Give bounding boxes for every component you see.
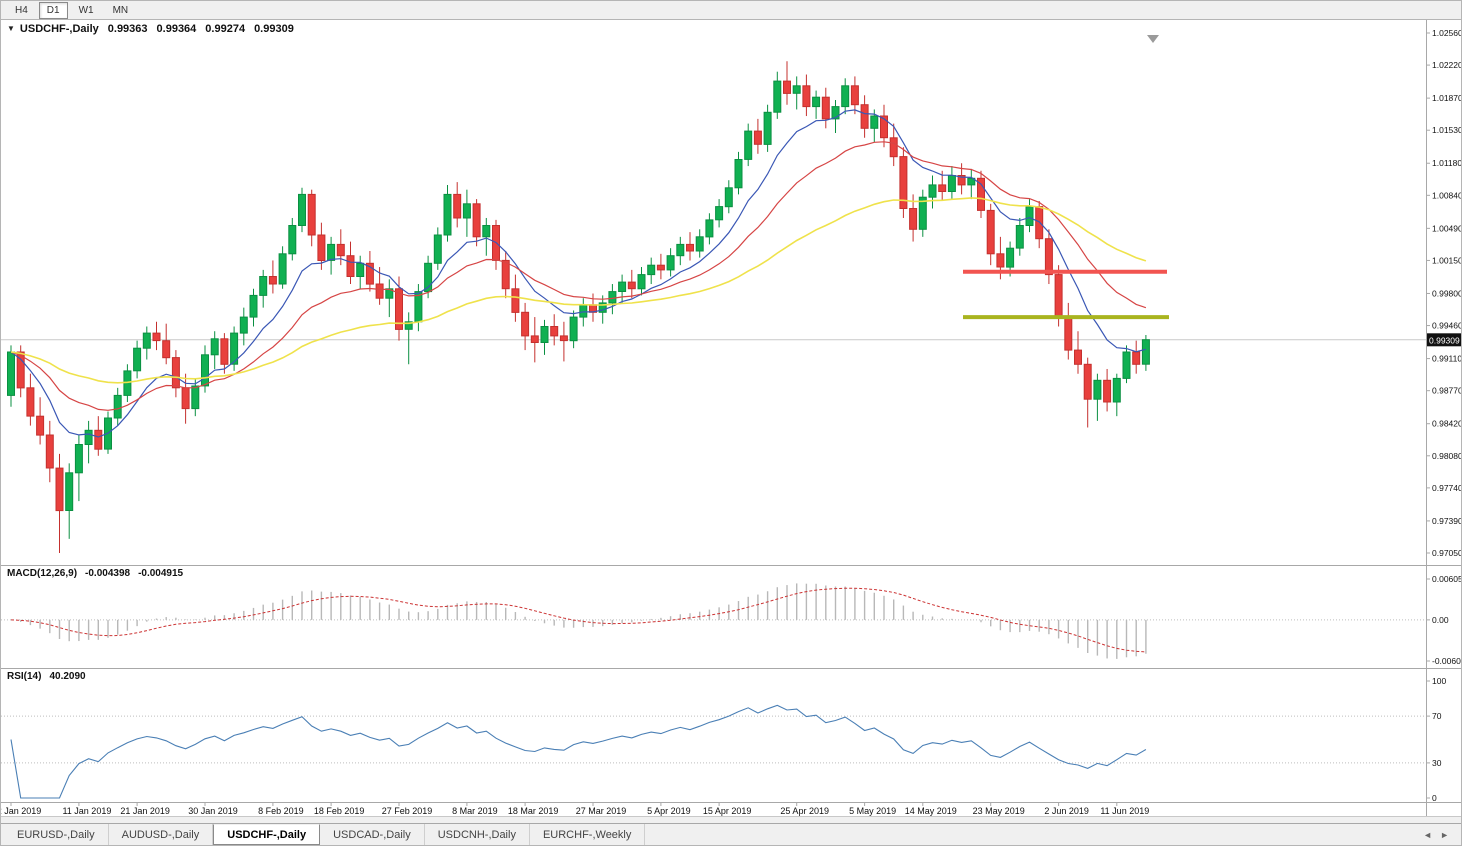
svg-text:8 Mar 2019: 8 Mar 2019 <box>452 806 498 816</box>
price-axis[interactable]: 1.02560 1.02220 1.01870 1.01530 1.01180 1.008… <box>1426 28 1462 558</box>
date-axis[interactable]: 2 Jan 2019 11 Jan 2019 21 Jan 2019 30 Jan 2… <box>1 802 1149 816</box>
svg-text:2 Jan 2019: 2 Jan 2019 <box>1 806 41 816</box>
macd-axis[interactable]: 0.006058 0.00 -0.006096 <box>1426 574 1462 666</box>
chart-tabbar: EURUSD-,Daily AUDUSD-,Daily USDCHF-,Daily U… <box>1 823 1461 845</box>
tab-usdchf-daily[interactable]: USDCHF-,Daily <box>213 824 321 845</box>
svg-text:5 May 2019: 5 May 2019 <box>849 806 896 816</box>
timeframe-mn-button[interactable]: MN <box>112 4 129 16</box>
svg-text:30: 30 <box>1432 758 1442 768</box>
svg-text:1.00840: 1.00840 <box>1432 190 1462 200</box>
svg-text:2 Jun 2019: 2 Jun 2019 <box>1044 806 1089 816</box>
tab-scroll-right-icon[interactable]: ► <box>1440 829 1449 840</box>
tab-scroll-buttons: ◄ ► <box>1419 824 1461 845</box>
svg-text:100: 100 <box>1432 676 1446 686</box>
svg-text:0.99309: 0.99309 <box>1429 335 1460 345</box>
macd-signal-value: -0.004915 <box>138 568 184 579</box>
svg-text:70: 70 <box>1432 711 1442 721</box>
svg-text:-0.006096: -0.006096 <box>1432 656 1462 666</box>
ohlc-close: 0.99309 <box>254 23 294 35</box>
svg-text:14 May 2019: 14 May 2019 <box>905 806 957 816</box>
rsi-line <box>10 704 1147 799</box>
ohlc-open: 0.99363 <box>107 23 148 35</box>
svg-text:15 Apr 2019: 15 Apr 2019 <box>703 806 752 816</box>
ma-line-20 <box>10 141 1147 411</box>
horizontal-scrollbar[interactable] <box>1 816 1461 823</box>
timeframe-h4-button[interactable]: H4 <box>15 4 28 16</box>
svg-text:0.97050: 0.97050 <box>1432 548 1462 558</box>
svg-text:21 Jan 2019: 21 Jan 2019 <box>120 806 170 816</box>
macd-main-value: -0.004398 <box>85 568 131 579</box>
timeframe-w1-button[interactable]: W1 <box>78 4 94 16</box>
svg-text:0.97740: 0.97740 <box>1432 483 1462 493</box>
svg-text:1.02560: 1.02560 <box>1432 28 1462 38</box>
macd-header: MACD(12,26,9) -0.004398 -0.004915 <box>7 568 183 579</box>
svg-text:18 Mar 2019: 18 Mar 2019 <box>508 806 559 816</box>
rsi-axis[interactable]: 100 70 30 0 <box>1426 676 1446 803</box>
svg-text:0.98420: 0.98420 <box>1432 419 1462 429</box>
macd-histogram <box>20 583 1147 659</box>
current-price-badge: 0.99309 <box>1427 333 1461 347</box>
chart-tabs: EURUSD-,Daily AUDUSD-,Daily USDCHF-,Daily U… <box>4 824 646 845</box>
svg-text:0.99460: 0.99460 <box>1432 321 1462 331</box>
svg-text:27 Feb 2019: 27 Feb 2019 <box>382 806 433 816</box>
svg-text:0.99800: 0.99800 <box>1432 288 1462 298</box>
macd-label: MACD(12,26,9) <box>7 568 78 579</box>
svg-text:0.006058: 0.006058 <box>1432 574 1462 584</box>
svg-text:1.00150: 1.00150 <box>1432 255 1462 265</box>
tab-usdcnh-daily[interactable]: USDCNH-,Daily <box>425 824 530 845</box>
tab-eurchf-weekly[interactable]: EURCHF-,Weekly <box>530 824 646 845</box>
tab-audusd-daily[interactable]: AUDUSD-,Daily <box>109 824 214 845</box>
svg-text:8 Feb 2019: 8 Feb 2019 <box>258 806 304 816</box>
svg-text:11 Jun 2019: 11 Jun 2019 <box>1100 806 1149 816</box>
svg-text:0.98080: 0.98080 <box>1432 451 1462 461</box>
rsi-label: RSI(14) <box>7 671 42 682</box>
svg-text:1.01180: 1.01180 <box>1432 158 1462 168</box>
ohlc-high: 0.99364 <box>156 23 197 35</box>
tab-scroll-left-icon[interactable]: ◄ <box>1423 829 1433 840</box>
svg-text:30 Jan 2019: 30 Jan 2019 <box>188 806 238 816</box>
svg-text:5 Apr 2019: 5 Apr 2019 <box>647 806 691 816</box>
svg-text:1.01530: 1.01530 <box>1432 125 1462 135</box>
chart-shift-marker-icon <box>1147 35 1159 43</box>
rsi-value: 40.2090 <box>49 671 86 682</box>
panel-borders <box>1 20 1461 819</box>
svg-text:23 May 2019: 23 May 2019 <box>973 806 1025 816</box>
timeframe-toolbar: H4 D1 W1 MN <box>1 1 1461 20</box>
svg-text:0.97390: 0.97390 <box>1432 516 1462 526</box>
timeframe-d1-button[interactable]: D1 <box>38 1 68 19</box>
ma-line-50 <box>10 197 1147 384</box>
svg-text:0: 0 <box>1432 793 1437 803</box>
tab-eurusd-daily[interactable]: EURUSD-,Daily <box>4 824 109 845</box>
chart-ohlc-header: ▼ USDCHF-,Daily 0.99363 0.99364 0.99274 0.993… <box>7 23 294 35</box>
chart-expander-icon[interactable]: ▼ <box>7 24 15 33</box>
tab-usdcad-daily[interactable]: USDCAD-,Daily <box>320 824 425 845</box>
ohlc-low: 0.99274 <box>205 23 246 35</box>
svg-text:18 Feb 2019: 18 Feb 2019 <box>314 806 365 816</box>
svg-text:1.01870: 1.01870 <box>1432 93 1462 103</box>
svg-text:0.98770: 0.98770 <box>1432 386 1462 396</box>
svg-text:1.00490: 1.00490 <box>1432 223 1462 233</box>
svg-text:1.02220: 1.02220 <box>1432 60 1462 70</box>
svg-text:27 Mar 2019: 27 Mar 2019 <box>576 806 627 816</box>
svg-text:0.00: 0.00 <box>1432 615 1449 625</box>
ma-line-9 <box>10 109 1147 438</box>
candlestick-series <box>7 61 1150 553</box>
svg-text:11 Jan 2019: 11 Jan 2019 <box>62 806 111 816</box>
chart-symbol-label: USDCHF-,Daily <box>19 23 99 35</box>
svg-text:0.99110: 0.99110 <box>1432 354 1462 364</box>
rsi-header: RSI(14) 40.2090 <box>7 671 86 682</box>
macd-signal-line <box>10 587 1146 653</box>
svg-text:25 Apr 2019: 25 Apr 2019 <box>780 806 829 816</box>
